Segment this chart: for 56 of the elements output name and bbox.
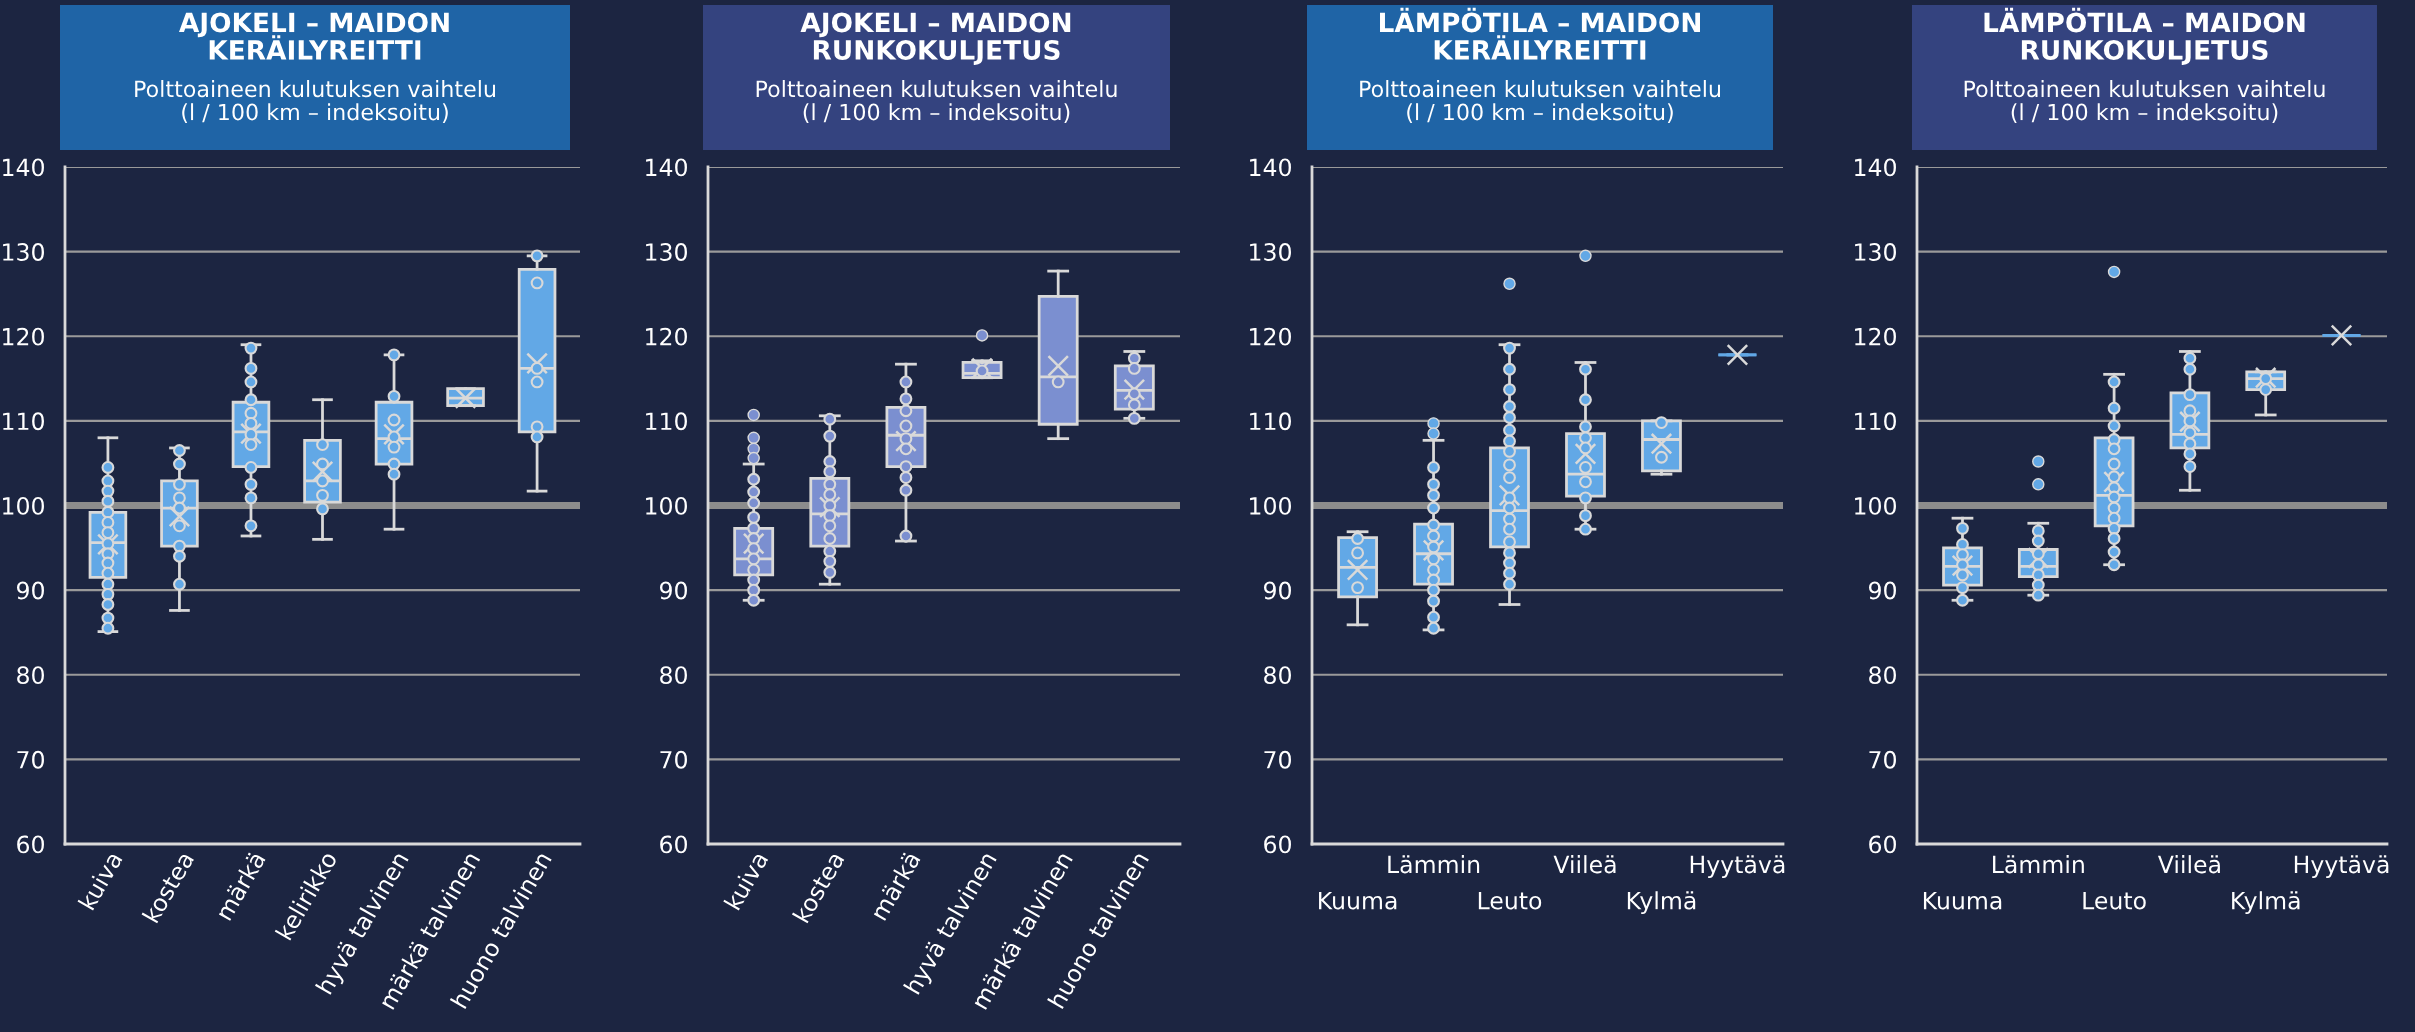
y-tick-label: 100 bbox=[3, 496, 44, 515]
y-tick-label: 80 bbox=[17, 666, 44, 685]
x-tick-label: Leuto bbox=[1478, 891, 1542, 910]
x-tick-label: Lämmin bbox=[1993, 855, 2084, 874]
x-tick-label: Kuuma bbox=[1923, 891, 2002, 910]
y-tick-label: 140 bbox=[1855, 158, 1896, 177]
y-tick-label: 120 bbox=[646, 327, 687, 346]
y-tick-label: 80 bbox=[1869, 666, 1896, 685]
y-tick-label: 120 bbox=[1250, 327, 1291, 346]
y-tick-label: 110 bbox=[646, 412, 687, 431]
y-tick-label: 120 bbox=[3, 327, 44, 346]
chart-title: LÄMPÖTILA – MAIDON RUNKOKULJETUS bbox=[1984, 7, 2305, 65]
x-tick-label: Kylmä bbox=[2232, 891, 2300, 915]
y-tick-label: 140 bbox=[3, 158, 44, 177]
y-tick-label: 80 bbox=[660, 666, 687, 685]
chart-subtitle: Polttoaineen kulutuksen vaihtelu (l / 100 km – indeksoitu) bbox=[135, 80, 495, 124]
chart-subtitle: Polttoaineen kulutuksen vaihtelu (l / 100 km – indeksoitu) bbox=[756, 80, 1117, 124]
y-tick-label: 60 bbox=[660, 835, 687, 854]
y-tick-label: 70 bbox=[1264, 750, 1291, 769]
y-tick-label: 130 bbox=[3, 243, 44, 261]
x-tick-label: Viileä bbox=[2157, 855, 2220, 874]
x-tick-label: Kuuma bbox=[1319, 891, 1397, 910]
x-tick-label: Hyytävä bbox=[2294, 855, 2389, 878]
y-tick-label: 110 bbox=[1250, 412, 1291, 431]
y-tick-label: 70 bbox=[1869, 750, 1896, 769]
y-tick-label: 90 bbox=[1869, 581, 1896, 600]
y-tick-label: 140 bbox=[646, 158, 687, 177]
chart-subtitle: Polttoaineen kulutuksen vaihtelu (l / 100 km – indeksoitu) bbox=[1360, 80, 1720, 124]
x-tick-label: Lämmin bbox=[1388, 855, 1480, 874]
y-tick-label: 100 bbox=[646, 496, 687, 515]
y-tick-label: 90 bbox=[1264, 581, 1291, 600]
x-tick-label: Viileä bbox=[1553, 855, 1616, 874]
y-tick-label: 70 bbox=[17, 750, 44, 769]
chart-subtitle: Polttoaineen kulutuksen vaihtelu (l / 100 km – indeksoitu) bbox=[1964, 80, 2325, 124]
y-tick-label: 130 bbox=[1250, 243, 1291, 261]
y-tick-label: 80 bbox=[1264, 666, 1291, 685]
chart-title: AJOKELI – MAIDON RUNKOKULJETUS bbox=[800, 12, 1071, 65]
y-tick-label: 100 bbox=[1250, 496, 1291, 515]
y-tick-label: 110 bbox=[1855, 412, 1896, 431]
y-tick-label: 100 bbox=[1855, 496, 1896, 515]
y-tick-label: 130 bbox=[1855, 243, 1896, 261]
x-tick-label: Hyytävä bbox=[1690, 855, 1785, 878]
x-tick-label: Leuto bbox=[2083, 891, 2146, 910]
y-tick-label: 120 bbox=[1855, 327, 1896, 346]
y-tick-label: 130 bbox=[646, 243, 687, 261]
x-tick-label: Kylmä bbox=[1627, 891, 1696, 915]
y-tick-label: 90 bbox=[17, 581, 44, 600]
y-tick-label: 70 bbox=[660, 750, 687, 769]
y-tick-label: 140 bbox=[1250, 158, 1291, 177]
y-tick-label: 60 bbox=[1264, 835, 1291, 854]
chart-title: AJOKELI – MAIDON KERÄILYREITTI bbox=[178, 12, 449, 60]
y-tick-label: 90 bbox=[660, 581, 687, 600]
y-tick-label: 110 bbox=[3, 412, 44, 431]
chart-title: LÄMPÖTILA – MAIDON KERÄILYREITTI bbox=[1380, 7, 1700, 60]
y-tick-label: 60 bbox=[1869, 835, 1896, 854]
y-tick-label: 60 bbox=[17, 835, 44, 854]
